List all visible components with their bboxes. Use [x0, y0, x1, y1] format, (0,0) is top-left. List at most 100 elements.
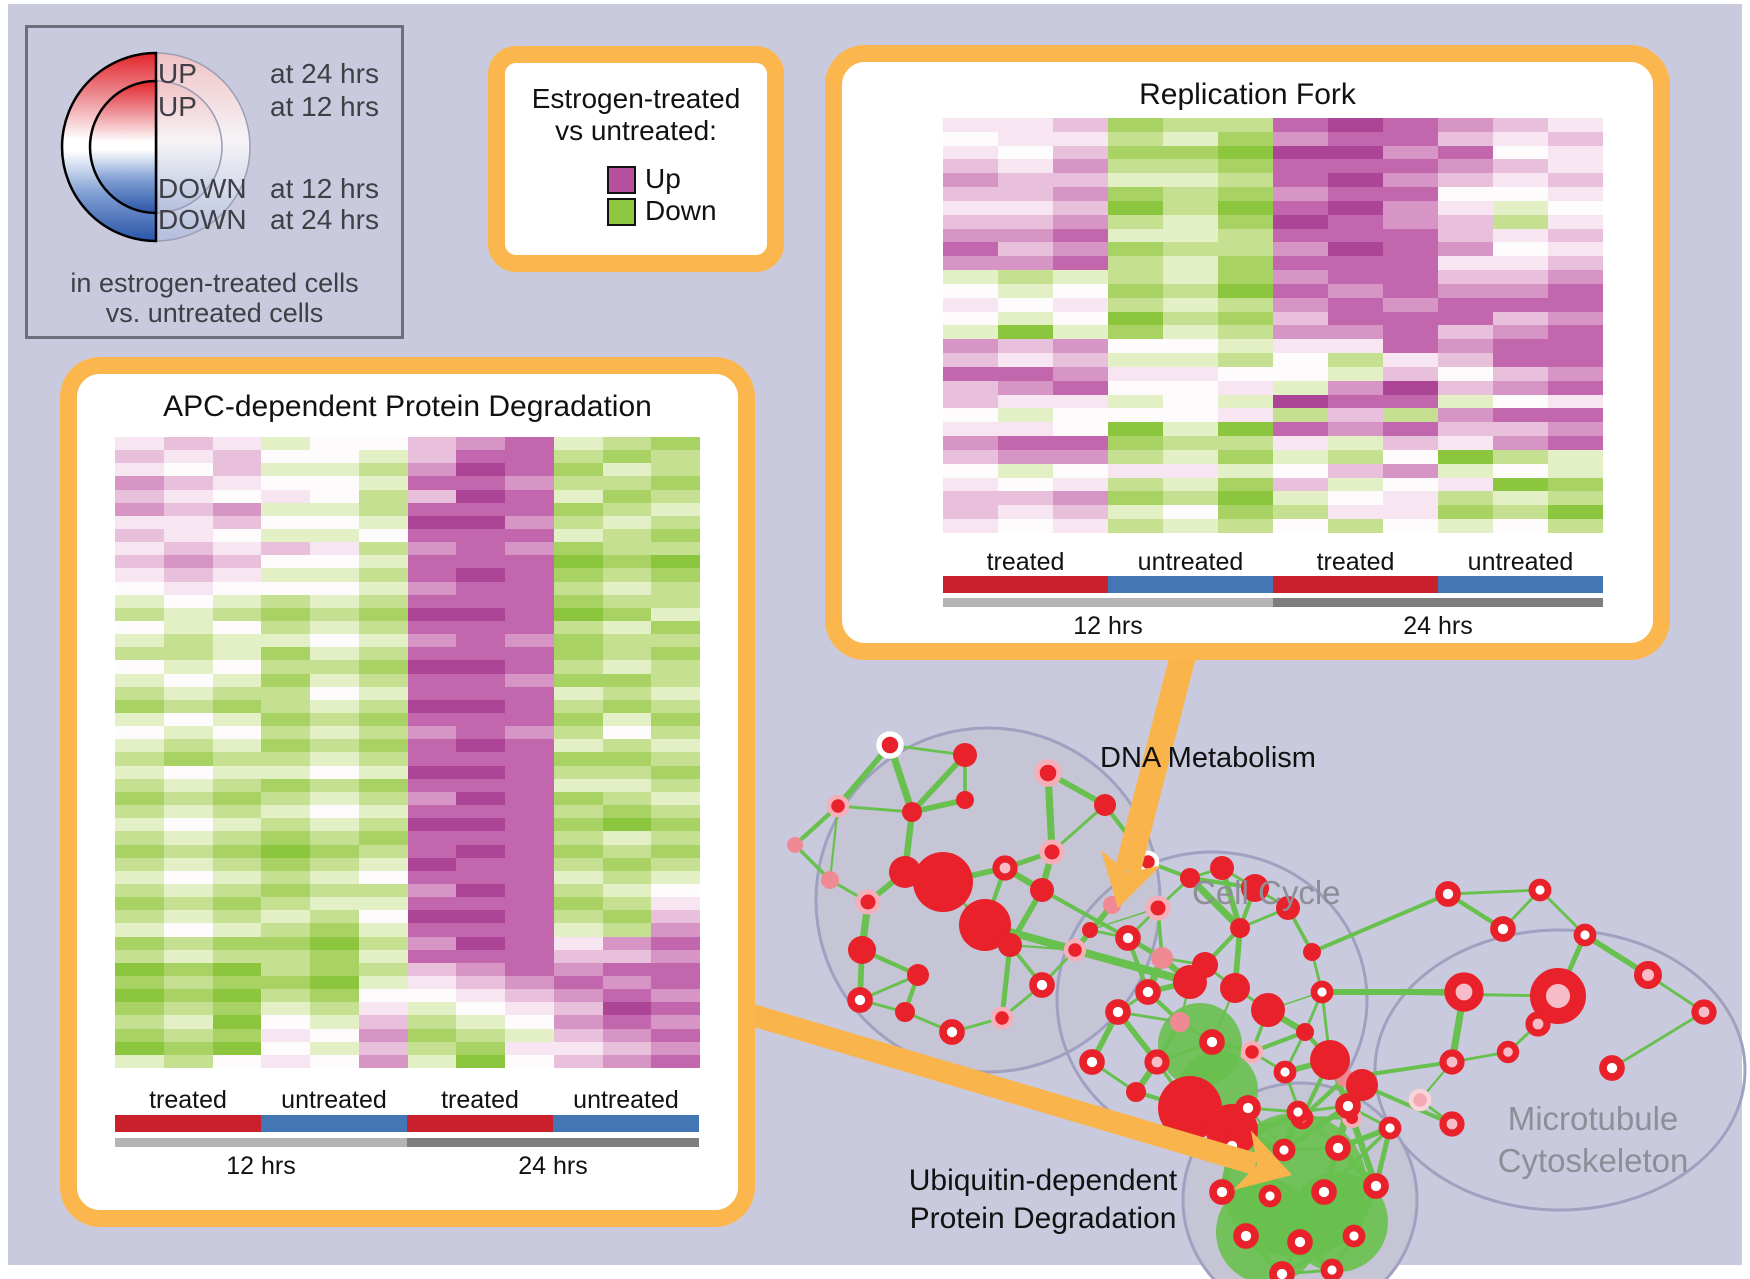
heatmap-cell — [602, 962, 652, 976]
heatmap-cell — [212, 923, 262, 937]
heatmap-cell — [358, 962, 408, 976]
heatmap-cell — [358, 778, 408, 792]
heatmap-cell — [456, 660, 505, 674]
heatmap-cell — [1218, 380, 1273, 395]
heatmap-cell — [1163, 228, 1218, 243]
heatmap-cell — [407, 502, 457, 516]
heatmap-cell — [1108, 436, 1163, 450]
heatmap-cell — [310, 489, 359, 503]
heatmap-cell — [1218, 463, 1273, 478]
network-node-red — [1192, 952, 1218, 978]
heatmap-cell — [456, 502, 505, 516]
heatmap-cell — [998, 200, 1053, 215]
heatmap-cell — [310, 607, 359, 622]
heatmap-cell — [1438, 519, 1493, 533]
network-node-ring_white — [1599, 1055, 1625, 1081]
network-node-ring_white — [1320, 1258, 1344, 1279]
heatmap-cell — [1493, 505, 1548, 520]
heatmap-cell — [1273, 394, 1328, 409]
heatmap-cell — [1218, 118, 1273, 132]
network-node-red — [1094, 794, 1116, 816]
heatmap-cell — [1273, 118, 1328, 132]
heatmap-cell — [115, 857, 164, 871]
heatmap-cell — [602, 1028, 652, 1042]
apc-title: APC-dependent Protein Degradation — [163, 390, 652, 423]
heatmap-cell — [998, 228, 1053, 243]
heatmap-cell — [115, 1002, 164, 1016]
heatmap-cell — [1273, 408, 1328, 423]
heatmap-cell — [1548, 270, 1603, 284]
heatmap-cell — [1273, 380, 1328, 395]
heatmap-cell — [1053, 505, 1108, 520]
heatmap-cell — [998, 173, 1053, 188]
heatmap-cell — [407, 805, 457, 819]
heatmap-cell — [358, 594, 408, 608]
heatmap-cell — [1328, 131, 1383, 146]
apc-group-label-2: treated — [441, 1086, 519, 1114]
apc-treated-bar-12h — [115, 1115, 261, 1132]
heatmap-cell — [261, 463, 310, 477]
heatmap-cell — [651, 555, 700, 569]
heatmap-cell — [310, 910, 359, 924]
heatmap-cell — [310, 529, 359, 543]
heatmap-cell — [651, 844, 700, 858]
heatmap-cell — [505, 1028, 554, 1042]
heatmap-cell — [1163, 200, 1218, 215]
network-node-pink — [787, 837, 803, 853]
heatmap-cell — [553, 778, 603, 792]
heatmap-cell — [1493, 173, 1548, 188]
heatmap-cell — [1383, 477, 1438, 492]
heatmap-cell — [261, 594, 310, 608]
heatmap-cell — [261, 515, 310, 530]
heatmap-cell — [1493, 283, 1548, 298]
heatmap-cell — [1163, 173, 1218, 188]
heatmap-cell — [602, 489, 652, 503]
network-node-red — [889, 856, 921, 888]
heatmap-cell — [1438, 228, 1493, 243]
heatmap-cell — [310, 923, 359, 937]
heatmap-cell — [115, 883, 164, 898]
heatmap-cell — [310, 647, 359, 661]
heatmap-cell — [407, 897, 457, 911]
heatmap-cell — [1273, 519, 1328, 533]
network-bridge-edge — [1361, 1083, 1453, 1126]
network-bridge-edge — [1311, 892, 1449, 954]
heatmap-cell — [1493, 449, 1548, 464]
heatmap-cell — [115, 515, 164, 530]
heatmap-cell — [358, 949, 408, 963]
heatmap-cell — [358, 634, 408, 648]
heatmap-cell — [1548, 297, 1603, 312]
heatmap-cell — [1383, 463, 1438, 478]
network-bridge-edge — [983, 921, 1192, 986]
heatmap-cell — [1218, 325, 1273, 340]
rf-untreated-bar-24h — [1438, 576, 1603, 593]
heatmap-cell — [310, 1015, 359, 1029]
heatmap-cell — [115, 502, 164, 516]
heatmap-cell — [505, 936, 554, 950]
updown-time-1: at 12 hrs — [270, 91, 379, 122]
network-node-ring_pink — [1496, 1040, 1520, 1064]
heatmap-cell — [1548, 394, 1603, 409]
microtubule-line-2: Cytoskeleton — [1497, 1142, 1689, 1180]
heatmap-cell — [651, 607, 700, 622]
heatmap-cell — [1328, 270, 1383, 284]
heatmap-cell — [553, 949, 603, 963]
heatmap-cell — [407, 476, 457, 490]
heatmap-cell — [553, 568, 603, 582]
network-node-ring_white — [1311, 1179, 1337, 1205]
heatmap-cell — [310, 962, 359, 976]
network-node-red — [848, 936, 876, 964]
heatmap-cell — [602, 910, 652, 924]
heatmap-cell — [505, 1015, 554, 1029]
heatmap-cell — [358, 844, 408, 858]
heatmap-cell — [1328, 242, 1383, 257]
heatmap-cell — [310, 515, 359, 530]
heatmap-cell — [1438, 118, 1493, 132]
heatmap-cell — [602, 529, 652, 543]
heatmap-cell — [651, 726, 700, 740]
apc-degradation-panel: APC-dependent Protein Degradation treate… — [60, 357, 755, 1227]
network-edge — [909, 753, 968, 814]
heatmap-cell — [651, 634, 700, 648]
heatmap-cell — [651, 1054, 700, 1068]
